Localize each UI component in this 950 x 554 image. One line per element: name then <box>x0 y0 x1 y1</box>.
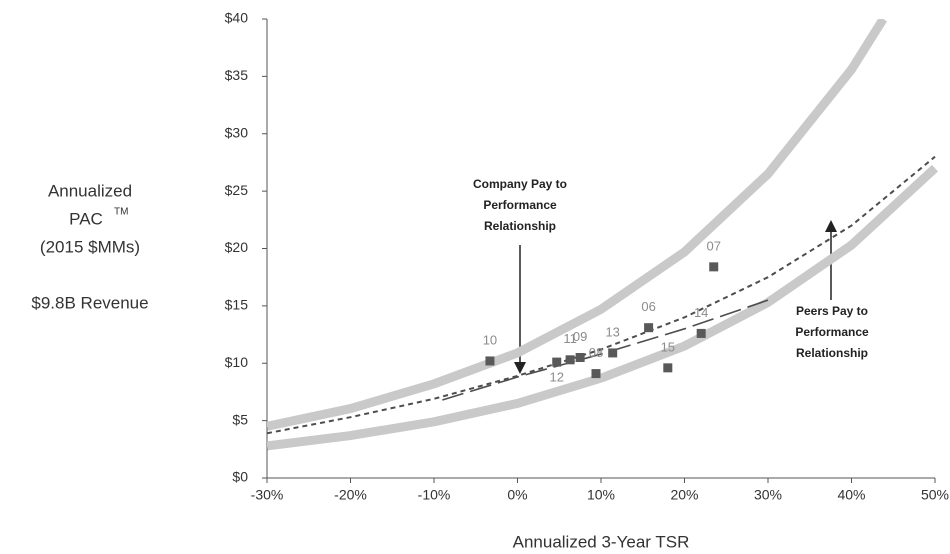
y-tick-label: $10 <box>225 354 249 370</box>
subtitle: $9.8B Revenue <box>31 293 148 312</box>
x-tick-label: 30% <box>754 487 782 503</box>
point <box>485 356 495 366</box>
point <box>575 353 585 363</box>
curve-long-dashed <box>442 299 769 401</box>
annotation-line: Company Pay to <box>473 177 567 191</box>
point-label: 14 <box>694 305 708 320</box>
curve-band <box>267 19 888 431</box>
point-label: 12 <box>550 370 564 385</box>
y-label-line: PAC <box>69 209 103 228</box>
point-label: 08 <box>589 345 603 360</box>
y-axis-label: Annualized PAC TM (2015 $MMs) <box>40 181 140 256</box>
curve-band <box>267 164 939 451</box>
x-axis-label: Annualized 3-Year TSR <box>513 532 690 551</box>
annotation-line: Performance <box>795 325 869 339</box>
point-label: 15 <box>661 339 675 354</box>
point <box>591 369 601 379</box>
y-tick-label: $15 <box>225 297 249 313</box>
y-tick-label: $40 <box>225 10 249 26</box>
y-tick-label: $20 <box>225 239 249 255</box>
annotation-line: Peers Pay to <box>796 304 868 318</box>
point-label: 13 <box>605 324 619 339</box>
point-label: 11 <box>563 331 577 346</box>
y-tick-label: $5 <box>232 411 248 427</box>
point-label: 09 <box>573 329 587 344</box>
x-tick-label: 10% <box>587 487 615 503</box>
point-label: 10 <box>483 332 497 347</box>
point-label: 06 <box>641 299 655 314</box>
y-label-line: Annualized <box>48 181 132 200</box>
x-tick-label: 50% <box>921 487 949 503</box>
y-label-line: (2015 $MMs) <box>40 237 140 256</box>
y-tick-label: $25 <box>225 182 249 198</box>
x-tick-label: -30% <box>251 487 284 503</box>
annotation-line: Performance <box>483 198 557 212</box>
point <box>663 363 673 373</box>
y-label-superscript: TM <box>114 207 128 218</box>
x-tick-label: 40% <box>837 487 865 503</box>
x-tick-label: -20% <box>334 487 367 503</box>
point <box>709 262 719 272</box>
point-label: 07 <box>706 238 720 253</box>
point <box>696 328 706 338</box>
point <box>608 348 618 358</box>
annotation-line: Relationship <box>484 219 556 233</box>
y-tick-label: $30 <box>225 124 249 140</box>
x-tick-label: 20% <box>670 487 698 503</box>
y-tick-label: $35 <box>225 67 249 83</box>
y-tick-label: $0 <box>232 469 248 485</box>
curve-dashed <box>267 155 936 435</box>
annotation-line: Relationship <box>796 346 868 360</box>
point <box>552 357 562 367</box>
x-tick-label: -10% <box>418 487 451 503</box>
point <box>644 323 654 333</box>
point <box>565 355 575 365</box>
x-tick-label: 0% <box>507 487 527 503</box>
